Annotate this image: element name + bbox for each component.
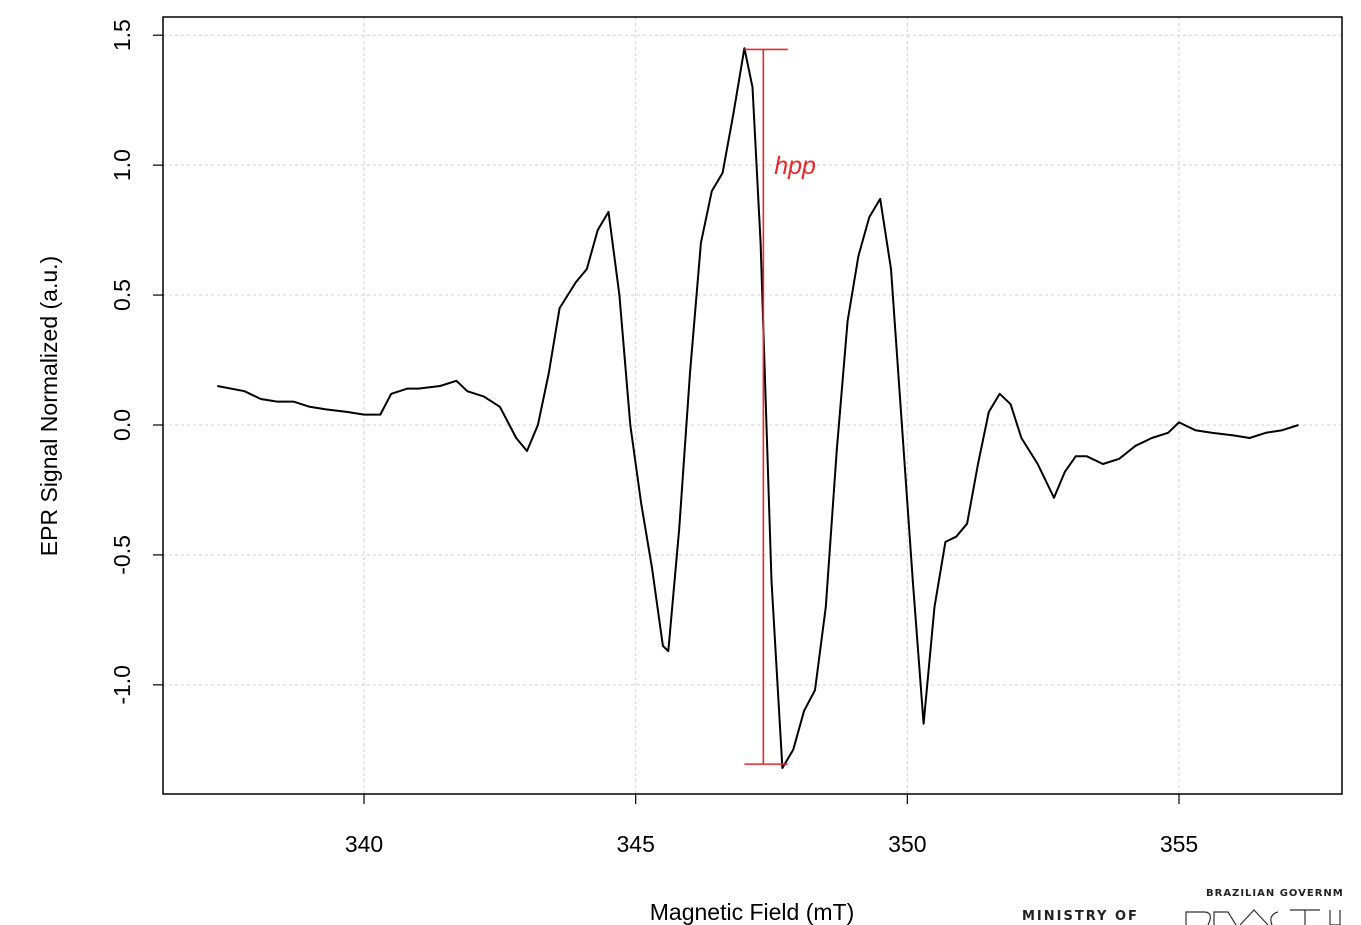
epr-signal-line [217,47,1299,769]
hpp-label: hpp [774,152,816,180]
chart-grid [163,17,1342,794]
x-tick-label: 345 [616,831,654,857]
x-tick-label: 340 [345,831,383,857]
y-axis-title: EPR Signal Normalized (a.u.) [36,256,62,556]
x-axis-title: Magnetic Field (mT) [650,899,854,925]
ministry-logo: BRAZILIAN GOVERNM MINISTRY OF [1022,888,1344,925]
y-tick-label: 0.5 [109,279,135,311]
y-tick-label: 1.5 [109,19,135,51]
logo-header: BRAZILIAN GOVERNM [1206,888,1344,899]
logo-mark [1185,909,1341,925]
x-tick-label: 350 [888,831,926,857]
x-axis: 340 345 350 355 [345,794,1198,857]
y-tick-label: -0.5 [109,535,135,575]
logo-ministry: MINISTRY OF [1022,909,1139,924]
x-tick-label: 355 [1160,831,1198,857]
y-axis: 1.5 1.0 0.5 0.0 -0.5 -1.0 [109,19,163,705]
y-tick-label: 1.0 [109,149,135,181]
y-tick-label: -1.0 [109,665,135,705]
y-tick-label: 0.0 [109,409,135,441]
hpp-annotation: hpp [744,48,816,765]
plot-frame [162,16,1343,795]
